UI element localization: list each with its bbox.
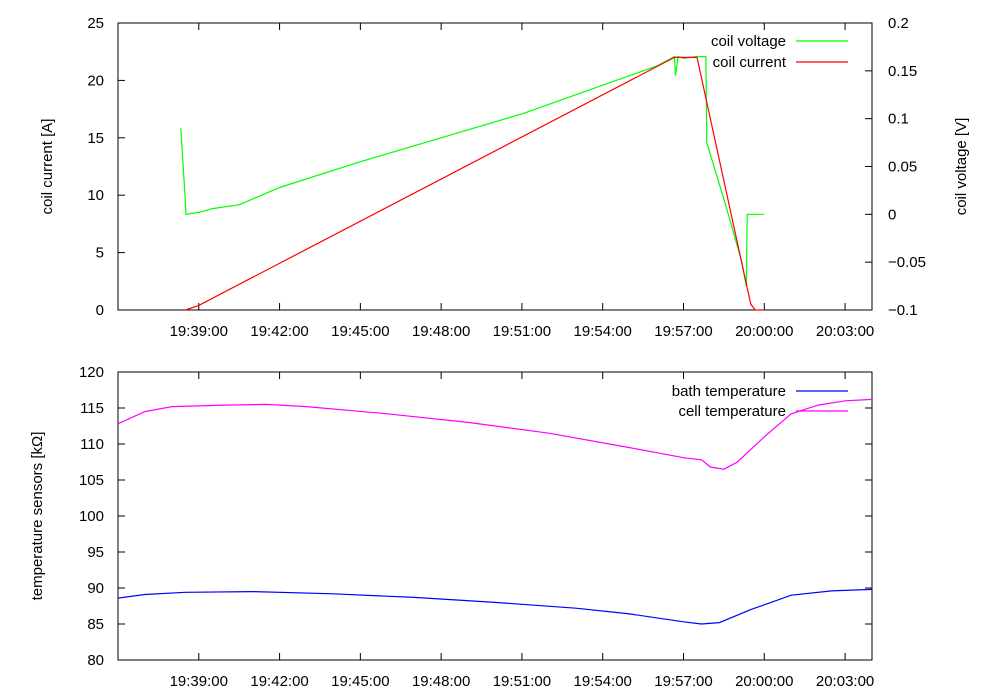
y-tick-label: 110 xyxy=(80,436,104,453)
y-tick-label: 90 xyxy=(87,580,104,597)
y-tick-label: 5 xyxy=(96,245,104,262)
series-line-cell-temperature xyxy=(117,398,873,470)
y2-tick-label: −0.05 xyxy=(888,254,926,271)
series-line-coil-voltage xyxy=(180,55,765,287)
y2-tick-label: 0.2 xyxy=(888,15,909,32)
x-tick-label: 19:45:00 xyxy=(331,673,389,690)
y2-tick-label: 0.05 xyxy=(888,159,917,176)
x-tick-label: 19:48:00 xyxy=(412,323,470,340)
series-line-coil-current xyxy=(185,56,765,311)
x-tick-label: 19:54:00 xyxy=(574,673,632,690)
legend-label-cell-temperature: cell temperature xyxy=(678,403,786,420)
x-tick-label: 19:45:00 xyxy=(331,323,389,340)
x-tick-label: 19:39:00 xyxy=(170,323,228,340)
y-tick-label: 10 xyxy=(87,187,104,204)
y2-tick-label: 0 xyxy=(888,206,896,223)
x-tick-label: 19:39:00 xyxy=(170,673,228,690)
y-axis-label: temperature sensors [kΩ] xyxy=(29,432,46,601)
y2-tick-label: 0.1 xyxy=(888,111,909,128)
y-tick-label: 0 xyxy=(96,302,104,319)
series-line-bath-temperature xyxy=(117,588,873,625)
legend-label-coil-current: coil current xyxy=(713,54,787,71)
y-tick-label: 105 xyxy=(79,472,104,489)
y-tick-label: 115 xyxy=(80,400,104,417)
y-axis-label: coil current [A] xyxy=(39,119,56,215)
x-tick-label: 19:57:00 xyxy=(654,673,712,690)
y-tick-label: 25 xyxy=(87,15,104,32)
x-tick-label: 19:42:00 xyxy=(250,673,308,690)
x-tick-label: 20:03:00 xyxy=(816,673,874,690)
legend-label-bath-temperature: bath temperature xyxy=(672,383,786,400)
x-tick-label: 19:57:00 xyxy=(654,323,712,340)
y-tick-label: 85 xyxy=(87,616,104,633)
x-tick-label: 20:00:00 xyxy=(735,323,793,340)
y-tick-label: 15 xyxy=(87,130,104,147)
x-tick-label: 19:51:00 xyxy=(493,323,551,340)
x-tick-label: 20:00:00 xyxy=(735,673,793,690)
y-tick-label: 120 xyxy=(79,364,104,381)
x-tick-label: 19:42:00 xyxy=(250,323,308,340)
x-tick-label: 20:03:00 xyxy=(816,323,874,340)
y-tick-label: 80 xyxy=(87,652,104,669)
y-tick-label: 100 xyxy=(79,508,104,525)
x-tick-label: 19:54:00 xyxy=(574,323,632,340)
x-tick-label: 19:51:00 xyxy=(493,673,551,690)
y2-tick-label: 0.15 xyxy=(888,63,917,80)
x-tick-label: 19:48:00 xyxy=(412,673,470,690)
legend-label-coil-voltage: coil voltage xyxy=(711,33,786,50)
y2-tick-label: −0.1 xyxy=(888,302,918,319)
y-tick-label: 20 xyxy=(87,72,104,89)
y-tick-label: 95 xyxy=(87,544,104,561)
y2-axis-label: coil voltage [V] xyxy=(953,118,970,216)
